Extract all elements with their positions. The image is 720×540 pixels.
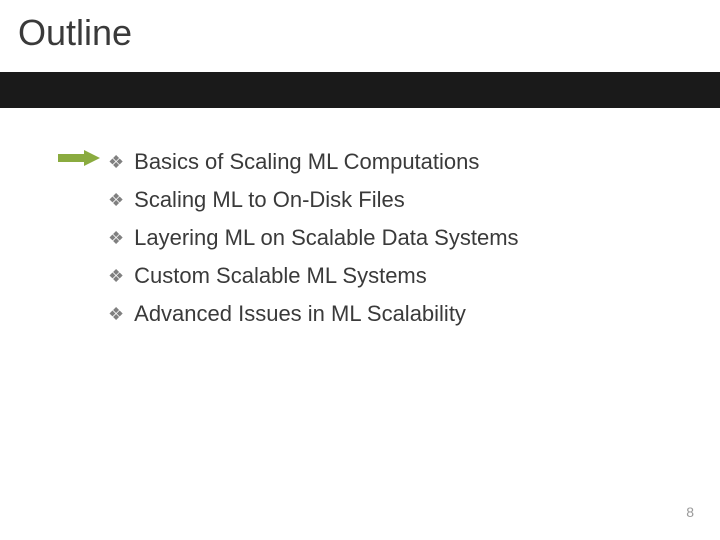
list-item: ❖ Basics of Scaling ML Computations	[108, 148, 660, 176]
bullet-text: Layering ML on Scalable Data Systems	[134, 224, 518, 252]
bullet-icon: ❖	[108, 262, 124, 290]
bullet-icon: ❖	[108, 224, 124, 252]
list-item: ❖ Advanced Issues in ML Scalability	[108, 300, 660, 328]
bullet-text: Scaling ML to On-Disk Files	[134, 186, 405, 214]
list-item: ❖ Layering ML on Scalable Data Systems	[108, 224, 660, 252]
bullet-text: Custom Scalable ML Systems	[134, 262, 427, 290]
bullet-icon: ❖	[108, 186, 124, 214]
list-item: ❖ Custom Scalable ML Systems	[108, 262, 660, 290]
list-item: ❖ Scaling ML to On-Disk Files	[108, 186, 660, 214]
bullet-text: Basics of Scaling ML Computations	[134, 148, 479, 176]
bullet-text: Advanced Issues in ML Scalability	[134, 300, 466, 328]
outline-list: ❖ Basics of Scaling ML Computations ❖ Sc…	[108, 148, 660, 328]
bullet-icon: ❖	[108, 148, 124, 176]
bullet-icon: ❖	[108, 300, 124, 328]
arrow-indicator-icon	[58, 150, 100, 171]
page-number: 8	[686, 504, 694, 520]
content-area: ❖ Basics of Scaling ML Computations ❖ Sc…	[0, 108, 720, 328]
title-bar: Outline	[0, 0, 720, 72]
arrow-path	[58, 150, 100, 166]
slide-title: Outline	[18, 12, 702, 54]
dark-band	[0, 72, 720, 108]
